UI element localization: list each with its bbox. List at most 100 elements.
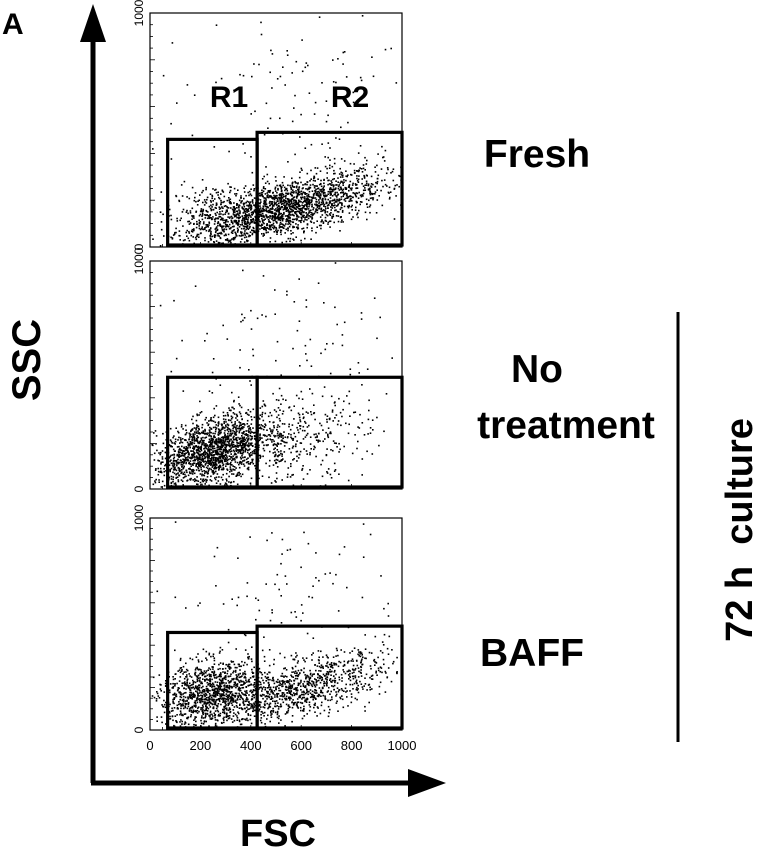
scatter-point: [271, 212, 274, 215]
scatter-point: [232, 412, 235, 414]
scatter-point: [324, 216, 327, 219]
scatter-point: [271, 216, 274, 218]
scatter-point: [275, 217, 277, 219]
scatter-point: [210, 462, 213, 465]
scatter-point: [243, 317, 246, 319]
scatter-point: [356, 179, 359, 182]
scatter-point: [318, 183, 321, 186]
scatter-point: [185, 452, 187, 454]
scatter-point: [188, 432, 191, 435]
scatter-point: [263, 200, 265, 203]
scatter-point: [327, 427, 330, 429]
scatter-point: [269, 211, 271, 214]
scatter-point: [180, 712, 182, 714]
scatter-point: [261, 212, 264, 215]
scatter-point: [320, 210, 322, 213]
scatter-point: [314, 180, 316, 182]
scatter-point: [171, 442, 173, 444]
scatter-point: [254, 446, 257, 448]
scatter-point: [225, 424, 227, 427]
scatter-point: [153, 452, 156, 455]
scatter-point: [337, 58, 339, 60]
scatter-point: [313, 175, 316, 178]
scatter-point: [180, 184, 183, 186]
scatter-point: [314, 203, 316, 206]
scatter-point: [349, 415, 351, 417]
scatter-point: [180, 452, 183, 454]
scatter-point: [320, 203, 322, 206]
scatter-point: [384, 48, 387, 51]
scatter-point: [283, 204, 285, 206]
scatter-point: [274, 435, 276, 438]
scatter-point: [243, 440, 246, 443]
scatter-point: [162, 213, 164, 216]
scatter-point: [282, 437, 284, 440]
scatter-point: [205, 224, 207, 226]
scatter-point: [280, 186, 282, 188]
scatter-point: [216, 473, 219, 475]
scatter-point: [233, 237, 235, 239]
scatter-point: [235, 678, 237, 680]
scatter-point: [193, 447, 196, 449]
scatter-point: [171, 238, 174, 240]
scatter-point: [228, 442, 230, 445]
scatter-point: [221, 428, 224, 430]
scatter-point: [196, 440, 199, 442]
scatter-point: [259, 455, 262, 458]
scatter-point: [327, 223, 329, 225]
scatter-point: [273, 217, 276, 219]
scatter-point: [193, 199, 196, 202]
scatter-point: [353, 411, 355, 414]
scatter-point: [234, 421, 236, 423]
scatter-point: [260, 424, 263, 426]
scatter-point: [192, 479, 194, 481]
scatter-point: [249, 434, 251, 437]
scatter-point: [354, 434, 356, 436]
scatter-point: [201, 179, 204, 181]
scatter-point: [214, 719, 217, 721]
scatter-point: [214, 436, 216, 439]
scatter-point: [263, 219, 265, 221]
scatter-point: [229, 463, 231, 465]
scatter-point: [222, 418, 225, 420]
scatter-point: [342, 184, 344, 186]
scatter-point: [226, 480, 228, 482]
scatter-point: [218, 213, 220, 215]
scatter-point: [340, 188, 342, 191]
scatter-point: [227, 437, 230, 439]
scatter-point: [295, 226, 298, 229]
scatter-point: [321, 143, 323, 145]
scatter-point: [300, 239, 302, 242]
scatter-point: [204, 227, 206, 229]
scatter-point: [182, 225, 184, 227]
scatter-point: [181, 699, 184, 701]
scatter-point: [179, 447, 181, 450]
scatter-point: [229, 216, 231, 218]
scatter-point: [291, 218, 294, 221]
scatter-point: [215, 443, 218, 446]
scatter-point: [211, 688, 214, 691]
scatter-point: [241, 454, 243, 457]
scatter-point: [168, 208, 171, 211]
scatter-point: [268, 195, 270, 198]
scatter-point: [244, 449, 247, 451]
scatter-point: [340, 171, 342, 174]
scatter-point: [319, 197, 321, 200]
scatter-point: [333, 169, 335, 172]
scatter-point: [360, 312, 363, 314]
scatter-point: [189, 212, 192, 214]
scatter-point: [258, 208, 260, 210]
scatter-point: [207, 461, 210, 463]
scatter-point: [240, 475, 242, 478]
scatter-point: [188, 232, 191, 234]
scatter-point: [234, 469, 236, 471]
scatter-point: [264, 197, 267, 199]
scatter-point: [372, 197, 375, 199]
scatter-point: [320, 179, 322, 182]
scatter-point: [309, 452, 311, 454]
scatter-point: [344, 192, 347, 194]
scatter-point: [338, 138, 341, 140]
scatter-point: [209, 216, 211, 219]
scatter-point: [202, 430, 205, 432]
scatter-point: [278, 212, 281, 214]
